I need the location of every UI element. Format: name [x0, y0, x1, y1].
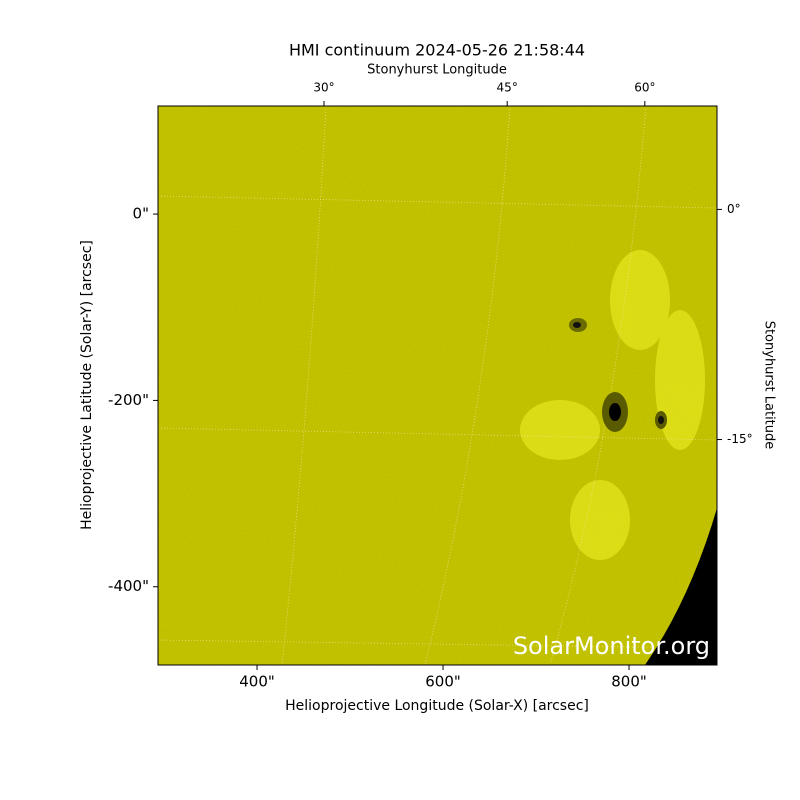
x2-tick-label: 45° — [497, 81, 518, 95]
faculae — [520, 250, 705, 560]
x2-label: Stonyhurst Longitude — [367, 63, 507, 78]
y-tick-label: -200" — [108, 391, 149, 409]
sunspots — [569, 318, 667, 432]
x-tick-label: 800" — [611, 673, 647, 691]
watermark: SolarMonitor.org — [513, 632, 710, 660]
x-tick-label: 400" — [239, 673, 275, 691]
x-tick-label: 600" — [425, 673, 461, 691]
granulation — [158, 106, 717, 665]
y2-tick-label: -15° — [727, 432, 753, 446]
y2-label: Stonyhurst Latitude — [762, 321, 777, 450]
x-label: Helioprojective Longitude (Solar-X) [arc… — [285, 698, 589, 714]
grid — [158, 106, 717, 665]
y-tick-label: 0" — [133, 205, 149, 223]
y2-tick-label: 0° — [727, 202, 741, 216]
solar-image: SolarMonitor.org — [158, 106, 717, 665]
axes-frame — [157, 105, 718, 666]
chart-title: HMI continuum 2024-05-26 21:58:44 — [289, 41, 585, 60]
y-tick-label: -400" — [108, 577, 149, 595]
y-label: Helioprojective Latitude (Solar-Y) [arcs… — [79, 240, 95, 530]
x2-tick-label: 60° — [634, 81, 655, 95]
space — [645, 508, 717, 665]
x2-tick-label: 30° — [313, 81, 334, 95]
